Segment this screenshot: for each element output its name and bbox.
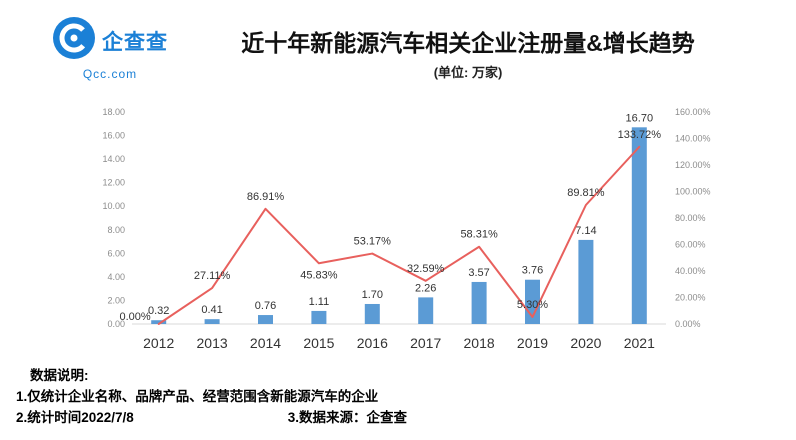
growth-line (157, 145, 641, 325)
growth-percent-label: 45.83% (300, 269, 338, 281)
notes-line-3: 3.数据来源：企查查 (287, 409, 408, 425)
bar (631, 127, 647, 324)
x-axis-label: 2021 (624, 335, 655, 351)
left-axis-tick-label: 8.00 (107, 225, 125, 235)
growth-percent-label: 86.91% (247, 191, 285, 203)
left-axis-tick-label: 14.00 (102, 154, 125, 164)
left-axis-tick-label: 6.00 (107, 248, 125, 258)
left-axis-tick-label: 16.00 (102, 131, 125, 141)
x-axis-label: 2013 (197, 335, 228, 351)
x-axis-label: 2018 (464, 335, 495, 351)
x-axis-label: 2012 (143, 335, 174, 351)
bar-value-label: 0.76 (255, 300, 276, 312)
growth-percent-label: 27.11% (194, 270, 231, 282)
left-axis-tick-label: 12.00 (102, 178, 125, 188)
notes-line-1: 1.仅统计企业名称、品牌产品、经营范围含新能源汽车的企业 (16, 388, 379, 404)
bar-value-label: 0.41 (201, 304, 222, 316)
bar-value-label: 2.26 (415, 282, 436, 294)
growth-percent-label: 89.81% (567, 187, 605, 199)
bar-value-label: 1.11 (309, 296, 330, 308)
x-axis-label: 2020 (570, 335, 601, 351)
left-axis-tick-label: 2.00 (107, 295, 125, 305)
x-axis-label: 2017 (410, 335, 441, 351)
bar-value-label: 3.57 (468, 267, 489, 279)
growth-percent-label: 58.31% (460, 229, 498, 241)
bar-value-label: 3.76 (522, 265, 543, 277)
bar (578, 239, 594, 324)
notes-heading: 数据说明: (30, 368, 89, 383)
right-axis-tick-label: 120.00% (675, 160, 711, 170)
bar (364, 303, 380, 324)
bar (258, 315, 273, 324)
right-axis-tick-label: 60.00% (675, 240, 706, 250)
left-axis-tick-label: 10.00 (102, 201, 125, 211)
right-axis-tick-label: 80.00% (675, 213, 706, 223)
qcc-logo: 企查查 Qcc.com (50, 16, 170, 81)
qcc-logo-icon (52, 16, 96, 65)
trend-chart: 0.00 2.00 4.00 6.00 8.00 10.00 12.00 14.00 16.00… (102, 107, 711, 351)
bar (151, 320, 167, 324)
left-axis-tick-label: 18.00 (102, 107, 125, 117)
right-axis-tick-label: 100.00% (675, 187, 711, 197)
right-axis-tick-label: 160.00% (675, 107, 711, 117)
growth-percent-label: 32.59% (407, 263, 445, 275)
chart-area: 0.00 2.00 4.00 6.00 8.00 10.00 12.00 14.00 16.00… (78, 92, 726, 360)
bar (471, 281, 487, 324)
left-axis-tick-label: 0.00 (107, 319, 125, 329)
right-axis-tick-label: 140.00% (675, 134, 711, 144)
page-title: 近十年新能源汽车相关企业注册量&增长趋势 (241, 30, 695, 56)
right-axis-tick-label: 40.00% (675, 266, 706, 276)
bar-value-label: 0.32 (148, 305, 169, 317)
bar-value-label: 7.14 (575, 225, 596, 237)
chart-unit-subtitle: (单位: 万家) (433, 65, 503, 80)
x-axis-label: 2015 (303, 335, 334, 351)
x-axis-label: 2014 (250, 335, 281, 351)
growth-percent-label: 133.72% (618, 129, 662, 141)
logo-text: 企查查 (102, 30, 168, 54)
growth-percent-label: 53.17% (354, 236, 392, 248)
x-axis-label: 2016 (357, 335, 388, 351)
right-axis-tick-label: 0.00% (675, 319, 701, 329)
bar (311, 310, 327, 324)
bar-value-label: 16.70 (626, 112, 654, 124)
notes-line-2: 2.统计时间2022/7/8 (16, 409, 134, 425)
left-axis-tick-label: 4.00 (107, 272, 125, 282)
right-axis-tick-label: 20.00% (675, 293, 706, 303)
growth-percent-label: 0.00% (119, 311, 150, 323)
x-axis-label: 2019 (517, 335, 548, 351)
bar (204, 319, 220, 324)
logo-domain: Qcc.com (82, 67, 138, 81)
bar-value-label: 1.70 (362, 289, 383, 301)
growth-percent-label: 5.30% (517, 299, 548, 311)
data-notes: 数据说明: 1.仅统计企业名称、品牌产品、经营范围含新能源汽车的企业 2.统计时… (16, 366, 786, 429)
bar (418, 297, 434, 324)
